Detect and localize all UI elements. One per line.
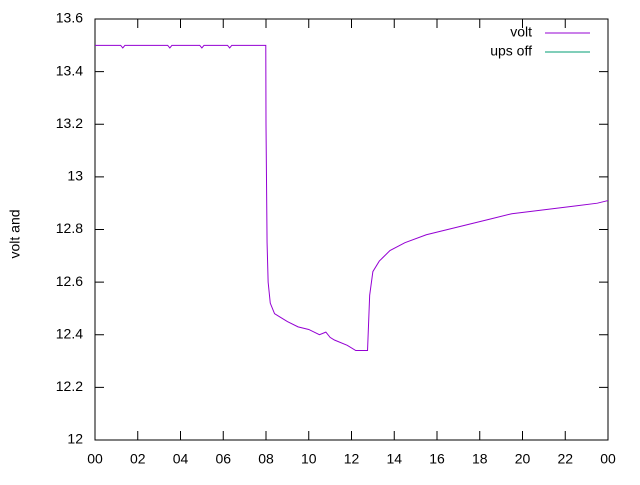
x-tick-label: 20 [515,451,531,467]
y-tick-label: 12.4 [56,325,83,341]
x-tick-label: 02 [130,451,146,467]
x-tick-label: 18 [472,451,488,467]
x-tick-label: 16 [429,451,445,467]
y-tick-label: 13 [67,168,83,184]
x-tick-label: 22 [557,451,573,467]
y-axis-label: volt and [7,209,23,258]
y-tick-label: 13.2 [56,115,83,131]
y-tick-label: 12.6 [56,273,83,289]
legend-label: ups off [490,43,532,59]
legend-label: volt [510,24,532,40]
plot-border [94,18,609,441]
line [95,44,609,352]
y-tick-label: 12.2 [56,378,83,394]
x-tick-label: 10 [301,451,317,467]
y-tick-label: 12.8 [56,220,83,236]
x-tick-label: 14 [386,451,402,467]
x-tick-label: 00 [600,451,616,467]
y-tick-label: 13.4 [56,62,83,78]
x-tick-label: 06 [215,451,231,467]
x-tick-label: 08 [258,451,274,467]
x-tick-label: 00 [87,451,103,467]
y-tick-label: 12 [67,431,83,447]
x-tick-label: 12 [344,451,360,467]
x-tick-label: 04 [173,451,189,467]
y-tick-label: 13.6 [56,10,83,26]
